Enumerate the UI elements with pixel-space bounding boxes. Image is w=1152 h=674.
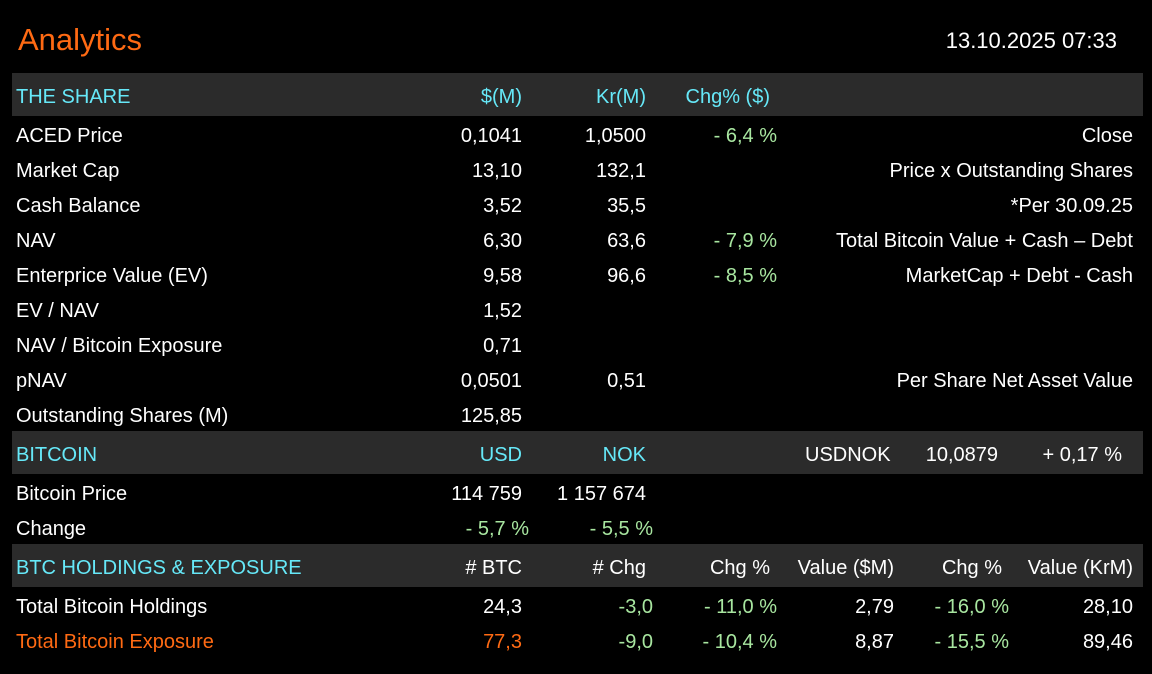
cell-chg: -3,0 [618,596,653,618]
row-label: Market Cap [16,160,120,182]
cell-nok: 63,6 [607,230,646,252]
page-title: Analytics [18,22,143,57]
share-col-chg: Chg% ($) [685,86,770,108]
cell-chg-pct2: - 16,0 % [934,596,1009,618]
cell-usd: 13,10 [471,160,522,182]
row-label: NAV / Bitcoin Exposure [16,335,223,357]
fx-value: 10,0879 [925,444,998,466]
cell-nok: - 5,5 % [589,518,653,540]
cell-usd: 125,85 [460,405,522,427]
cell-chg: - 6,4 % [713,125,777,147]
cell-chg-pct2: - 15,5 % [934,631,1009,653]
cell-chg: -9,0 [618,631,653,653]
cell-nok: 1 157 674 [557,483,646,505]
holdings-col-value-usd: Value ($M) [797,557,894,579]
cell-note: Total Bitcoin Value + Cash – Debt [835,230,1133,252]
share-section-header: THE SHARE $(M) Kr(M) Chg% ($) [12,73,1143,116]
cell-usd: 1,52 [483,300,522,322]
row-label: pNAV [16,370,67,392]
share-col-usd: $(M) [480,86,522,108]
cell-nok: 132,1 [595,160,646,182]
cell-usd: 0,1041 [460,125,522,147]
row-label: Cash Balance [16,195,141,217]
cell-note: Price x Outstanding Shares [889,160,1133,182]
cell-nok: 0,51 [607,370,646,392]
row-label: Change [16,518,87,540]
cell-chg: - 7,9 % [713,230,777,252]
cell-nok: 1,0500 [584,125,646,147]
holdings-section-title: BTC HOLDINGS & EXPOSURE [16,557,302,579]
cell-value-nok: 28,10 [1082,596,1133,618]
cell-note: *Per 30.09.25 [1010,195,1133,217]
cell-usd: 9,58 [483,265,522,287]
cell-btc: 77,3 [483,631,522,653]
share-section-title: THE SHARE [16,86,131,108]
cell-value-usd: 8,87 [855,631,894,653]
datetime-display: 13.10.2025 07:33 [945,28,1117,53]
row-label: Enterprice Value (EV) [16,265,208,287]
row-label: Outstanding Shares (M) [16,405,229,427]
cell-chg-pct: - 11,0 % [704,596,777,618]
cell-chg: - 8,5 % [713,265,777,287]
cell-nok: 96,6 [607,265,646,287]
row-label: Total Bitcoin Holdings [16,596,208,618]
row-label: EV / NAV [16,300,99,322]
bitcoin-col-usd: USD [479,444,522,466]
cell-usd: 6,30 [483,230,522,252]
holdings-section-header: BTC HOLDINGS & EXPOSURE # BTC # Chg Chg … [12,544,1143,587]
cell-usd: 0,71 [483,335,522,357]
cell-note: Per Share Net Asset Value [896,370,1133,392]
cell-chg-pct: - 10,4 % [702,631,777,653]
holdings-col-chg-pct2: Chg % [941,557,1002,579]
fx-change: + 0,17 % [1042,444,1122,466]
holdings-col-value-nok: Value (KrM) [1027,557,1133,579]
holdings-col-chg: # Chg [592,557,646,579]
row-label: NAV [16,230,56,252]
cell-nok: 35,5 [607,195,646,217]
row-label: Bitcoin Price [16,483,128,505]
cell-usd: 0,0501 [460,370,522,392]
bitcoin-section-title: BITCOIN [16,444,98,466]
share-col-nok: Kr(M) [596,86,646,108]
cell-usd: 114 759 [451,483,522,505]
cell-btc: 24,3 [483,596,522,618]
fx-label: USDNOK [805,444,891,466]
cell-usd: 3,52 [483,195,522,217]
holdings-col-chg-pct: Chg % [709,557,770,579]
bitcoin-col-nok: NOK [602,444,646,466]
cell-note: MarketCap + Debt - Cash [905,265,1133,287]
cell-value-usd: 2,79 [855,596,894,618]
cell-note: Close [1081,125,1133,147]
cell-value-nok: 89,46 [1082,631,1133,653]
row-label: Total Bitcoin Exposure [16,631,214,653]
cell-usd: - 5,7 % [465,518,529,540]
holdings-col-btc: # BTC [465,557,522,579]
row-label: ACED Price [16,125,123,147]
bitcoin-section-header: BITCOIN USD NOK USDNOK 10,0879 + 0,17 % [12,431,1143,474]
